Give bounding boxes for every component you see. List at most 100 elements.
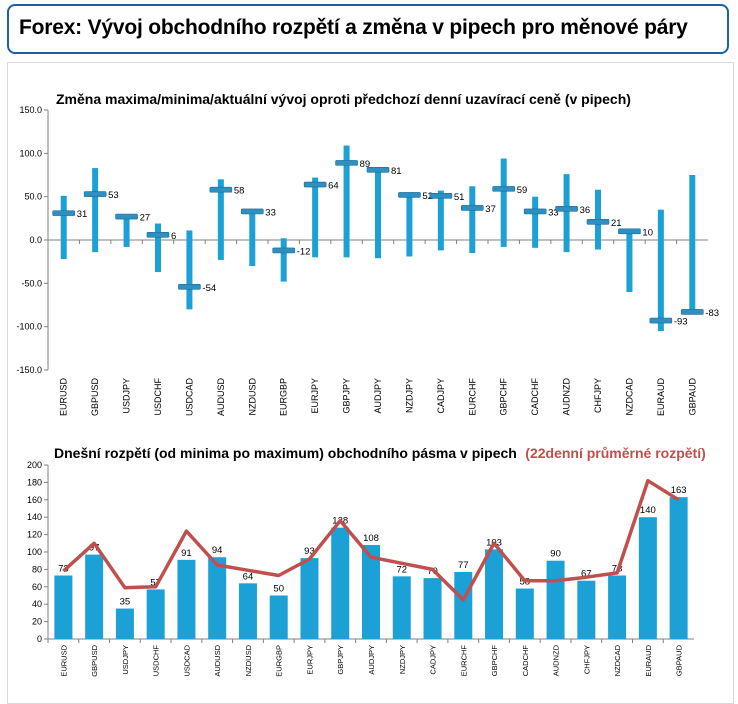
chart1-current-marker xyxy=(523,208,547,215)
chart2-bar xyxy=(54,575,73,639)
chart1-data-label: -54 xyxy=(202,283,216,294)
chart1-y-tick-label: 150.0 xyxy=(19,105,42,115)
chart1-range-bar xyxy=(500,158,507,247)
chart2-data-label: 108 xyxy=(363,533,379,544)
chart1-data-label: 89 xyxy=(360,159,371,170)
chart1-range-bar xyxy=(312,177,319,258)
page-title: Forex: Vývoj obchodního rozpětí a změna … xyxy=(19,16,688,39)
chart2-y-tick-label: 160 xyxy=(27,495,42,505)
chart2-category-label: CADJPY xyxy=(429,645,438,675)
chart2-category-label: AUDUSD xyxy=(213,644,222,676)
chart1-range-bar xyxy=(532,196,539,248)
chart1-range-bar xyxy=(563,174,570,253)
chart1-category-label: AUDNZD xyxy=(562,378,572,416)
chart2-average-line xyxy=(62,478,680,602)
chart2-category-label: USDJPY xyxy=(121,645,130,675)
chart2-category-label: NZDCAD xyxy=(613,644,622,676)
chart2-title: Dnešní rozpětí (od minima po maximum) ob… xyxy=(54,445,517,461)
chart1-range-bar xyxy=(155,223,161,273)
chart1-data-label: 81 xyxy=(391,166,402,177)
chart2-category-label: GBPCHF xyxy=(490,645,499,677)
chart2-bar xyxy=(146,589,165,639)
chart1-range-bar xyxy=(343,145,350,258)
chart1-current-marker xyxy=(52,210,76,216)
chart1-range-bar xyxy=(280,238,287,282)
chart2-data-label: 97 xyxy=(89,543,100,554)
chart1-data-label: 53 xyxy=(108,190,119,201)
chart1-data-label: 6 xyxy=(171,231,176,242)
chart1-current-marker xyxy=(618,228,641,235)
chart2-category-label: GBPJPY xyxy=(336,645,345,675)
chart1-y-tick-label: 100.0 xyxy=(19,148,42,158)
chart1-data-label: 10 xyxy=(642,227,653,238)
chart1-current-marker xyxy=(429,193,453,199)
chart2-bar xyxy=(300,558,319,639)
chart1-range-bar xyxy=(186,230,193,310)
chart2-y-tick-label: 80 xyxy=(32,564,42,574)
chart1-range-bar xyxy=(437,190,444,251)
chart2-y-tick-label: 180 xyxy=(27,477,42,487)
chart1-title: Změna maxima/minima/aktuální vývoj oprot… xyxy=(56,91,631,107)
chart2-title-red: (22denní průměrné rozpětí) xyxy=(525,445,705,461)
chart1-current-marker xyxy=(115,213,138,220)
chart2-y-tick-label: 20 xyxy=(32,617,42,627)
chart1-data-label: -83 xyxy=(705,308,719,319)
chart2-data-label: 50 xyxy=(273,584,284,595)
chart2-category-label: GBPUSD xyxy=(90,644,99,676)
chart1-current-marker xyxy=(272,247,296,254)
chart2-category-label: NZDJPY xyxy=(398,645,407,674)
chart2-category-label: USDCAD xyxy=(182,644,191,676)
chart2-category-label: AUDJPY xyxy=(367,645,376,675)
chart2-bar xyxy=(331,527,350,639)
chart2-bar xyxy=(269,595,288,639)
chart1-category-label: AUDUSD xyxy=(216,378,226,417)
chart1-current-marker xyxy=(460,205,484,211)
chart1-range-bar xyxy=(60,195,67,260)
chart1-current-marker xyxy=(398,192,421,198)
chart1-category-label: NZDJPY xyxy=(404,378,414,413)
chart2-bar xyxy=(362,545,380,639)
chart2-bar xyxy=(177,559,196,639)
chart1-current-marker xyxy=(649,317,673,324)
chart1-range-bar xyxy=(217,179,224,260)
chart1-category-label: USDCAD xyxy=(184,378,194,417)
chart1-data-label: 64 xyxy=(328,181,339,192)
chart1-range-bar xyxy=(249,210,256,266)
chart2-category-label: NZDUSD xyxy=(244,644,253,676)
chart1-current-marker xyxy=(240,208,264,215)
chart2-category-label: GBPAUD xyxy=(675,644,684,676)
chart2-bar xyxy=(115,608,134,639)
chart1-category-label: GBPCHF xyxy=(499,378,509,416)
chart1-data-label: -12 xyxy=(297,246,311,257)
chart1-category-label: CADJPY xyxy=(436,378,446,414)
chart2-category-label: CADCHF xyxy=(521,645,530,677)
chart2-data-label: 140 xyxy=(640,505,656,516)
chart2-y-tick-label: 140 xyxy=(27,512,42,522)
chart1-current-marker xyxy=(209,186,233,193)
chart1-data-label: 52 xyxy=(422,191,433,202)
chart1-current-marker xyxy=(178,283,201,290)
chart2-y-tick-label: 120 xyxy=(27,530,42,540)
chart1-category-label: GBPUSD xyxy=(90,378,100,417)
chart2-category-label: EURAUD xyxy=(644,644,653,676)
chart2-bar xyxy=(485,549,504,639)
chart1-y-tick-label: -100.0 xyxy=(16,322,42,332)
chart2-data-label: 90 xyxy=(550,549,561,560)
chart2-bar xyxy=(515,588,534,639)
chart2-data-label: 57 xyxy=(150,577,161,588)
chart2-bar xyxy=(423,578,442,639)
chart2-data-label: 77 xyxy=(458,560,469,571)
chart1-category-label: GBPAUD xyxy=(687,378,697,416)
chart2-bar xyxy=(238,583,257,639)
chart1-category-label: EURUSD xyxy=(59,378,69,417)
chart2-y-tick-label: 0 xyxy=(37,634,42,644)
chart1-data-label: 51 xyxy=(454,192,465,203)
chart1-plot: 150.0 100.0 50.0 0.0 -50.0 -100.0 -150.0 31 EURU… xyxy=(16,105,719,416)
chart1-data-label: 58 xyxy=(234,186,245,197)
chart1-range-bar xyxy=(657,209,664,331)
chart1-data-label: 37 xyxy=(485,204,496,215)
chart1-current-marker xyxy=(680,309,704,315)
chart2-category-label: EURCHF xyxy=(459,645,468,677)
chart2-category-label: EURUSD xyxy=(59,644,68,676)
title-box: Forex: Vývoj obchodního rozpětí a změna … xyxy=(7,4,729,54)
